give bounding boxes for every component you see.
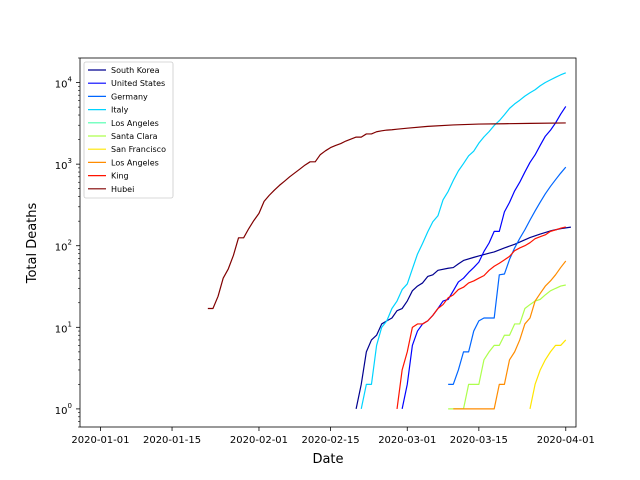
series-line-1 — [401, 106, 567, 410]
y-tick-label: 100 — [55, 402, 72, 417]
legend: South Korea United States Germany Italy Los … — [83, 61, 174, 199]
plot-frame — [79, 57, 577, 428]
legend-label: King — [111, 172, 129, 181]
series-line-3 — [360, 72, 566, 410]
y-tick-label: 103 — [55, 157, 72, 172]
series-line-9 — [207, 122, 566, 310]
y-tick-label: 104 — [55, 76, 73, 91]
legend-label: San Francisco — [111, 145, 166, 154]
legend-label: Los Angeles — [111, 119, 159, 128]
y-axis: 100 101 102 103 104 — [55, 57, 80, 428]
x-tick-label: 2020-04-01 — [537, 435, 595, 446]
legend-label: Hubei — [111, 185, 134, 194]
x-axis: 2020-01-01 2020-01-15 2020-02-01 2020-02-15… — [71, 427, 595, 446]
x-axis-title: Date — [312, 452, 343, 467]
legend-label: Italy — [111, 106, 129, 115]
x-tick-label: 2020-02-15 — [301, 435, 359, 446]
legend-label: South Korea — [111, 66, 160, 75]
x-tick-label: 2020-01-15 — [143, 435, 201, 446]
x-tick-label: 2020-03-15 — [450, 435, 508, 446]
x-tick-label: 2020-03-01 — [378, 435, 436, 446]
legend-label: Santa Clara — [111, 132, 158, 141]
series-line-8 — [396, 226, 566, 409]
x-tick-label: 2020-01-01 — [71, 435, 129, 446]
legend-label: United States — [111, 79, 165, 88]
plot-series-group — [207, 72, 571, 410]
series-line-6 — [529, 339, 567, 410]
series-line-2 — [448, 166, 567, 385]
legend-box — [83, 61, 174, 199]
series-line-7 — [453, 260, 567, 410]
series-line-5 — [448, 284, 566, 410]
y-tick-label: 102 — [55, 239, 72, 254]
x-tick-label: 2020-02-01 — [230, 435, 288, 446]
y-axis-title: Total Deaths — [25, 202, 40, 284]
legend-label: Germany — [111, 92, 148, 101]
legend-label: Los Angeles — [111, 158, 159, 167]
y-tick-label: 101 — [55, 320, 72, 335]
